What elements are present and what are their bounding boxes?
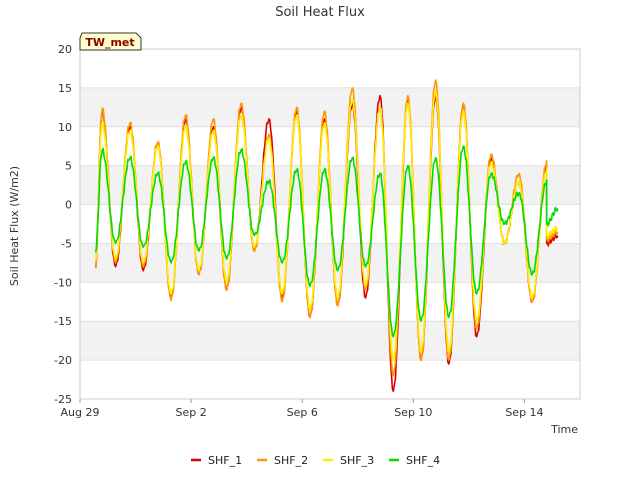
grid-band bbox=[80, 282, 580, 322]
plot-area bbox=[79, 48, 581, 400]
y-tick-label: 20 bbox=[58, 43, 72, 56]
legend-entry: SHF_3 bbox=[340, 454, 374, 467]
y-tick-label: -20 bbox=[54, 354, 72, 367]
y-tick-label: 15 bbox=[58, 82, 72, 95]
x-axis-label: Time bbox=[550, 423, 578, 436]
y-tick-label: 0 bbox=[65, 199, 72, 212]
station-badge: TW_met bbox=[79, 32, 142, 51]
station-label: TW_met bbox=[85, 36, 134, 49]
y-tick-label: -10 bbox=[54, 276, 72, 289]
x-tick-label: Aug 29 bbox=[61, 406, 100, 419]
grid-band bbox=[80, 243, 580, 283]
y-axis-ticks: -25 -20 -15 -10 -5 0 5 10 15 20 bbox=[54, 43, 72, 406]
y-tick-label: -15 bbox=[54, 315, 72, 328]
legend-entry: SHF_4 bbox=[406, 454, 440, 467]
legend-entry: SHF_2 bbox=[274, 454, 308, 467]
y-tick-label: 5 bbox=[65, 160, 72, 173]
series-line-shf_4 bbox=[94, 145, 559, 338]
x-tick-label: Sep 6 bbox=[287, 406, 318, 419]
y-tick-label: 10 bbox=[58, 121, 72, 134]
chart-title: Soil Heat Flux bbox=[275, 5, 365, 20]
y-axis-label: Soil Heat Flux (W/m2) bbox=[8, 166, 21, 286]
x-axis-ticks: Aug 29 Sep 2 Sep 6 Sep 10 Sep 14 bbox=[61, 399, 544, 419]
x-tick-label: Sep 14 bbox=[505, 406, 543, 419]
x-tick-label: Sep 10 bbox=[394, 406, 432, 419]
grid-band bbox=[80, 126, 580, 166]
grid-band bbox=[80, 49, 580, 88]
grid-band bbox=[80, 321, 580, 361]
legend: SHF_1 SHF_2 SHF_3 SHF_4 bbox=[191, 454, 440, 467]
series-lines bbox=[94, 79, 559, 392]
grid-band bbox=[80, 87, 580, 127]
y-tick-label: -5 bbox=[61, 237, 72, 250]
y-tick-label: -25 bbox=[54, 393, 72, 406]
x-tick-label: Sep 2 bbox=[175, 406, 206, 419]
grid-band bbox=[80, 360, 580, 399]
legend-entry: SHF_1 bbox=[208, 454, 242, 467]
